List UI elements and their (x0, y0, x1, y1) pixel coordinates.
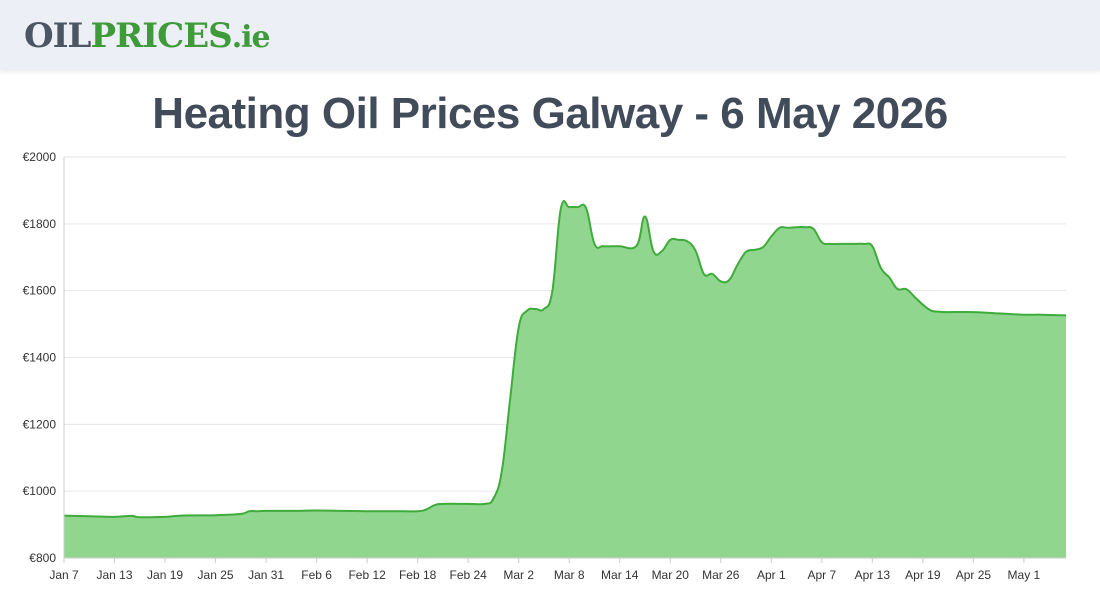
x-tick-label: May 1 (1008, 568, 1041, 582)
x-tick-label: Feb 18 (399, 568, 437, 582)
x-tick-label: Mar 26 (702, 568, 740, 582)
logo-part-tld: .ie (231, 20, 271, 55)
x-tick-label: Jan 13 (97, 568, 133, 582)
x-tick-label: Apr 1 (757, 568, 786, 582)
site-header: OILPRICES.ie (0, 0, 1100, 70)
site-logo[interactable]: OILPRICES.ie (24, 16, 271, 58)
x-tick-label: Feb 12 (348, 568, 386, 582)
x-tick-label: Jan 25 (198, 568, 234, 582)
x-tick-label: Apr 13 (855, 568, 891, 582)
page-title: Heating Oil Prices Galway - 6 May 2026 (152, 89, 948, 138)
x-tick-label: Jan 19 (147, 568, 183, 582)
x-tick-label: Jan 7 (49, 568, 79, 582)
y-tick-label: €1200 (23, 417, 57, 431)
x-tick-label: Apr 25 (956, 568, 992, 582)
y-tick-label: €800 (29, 551, 56, 565)
y-tick-label: €1000 (23, 484, 57, 498)
y-tick-label: €1400 (23, 351, 57, 365)
y-tick-label: €1600 (23, 284, 57, 298)
y-tick-label: €2000 (23, 150, 57, 164)
x-tick-label: Apr 19 (905, 568, 941, 582)
y-axis-ticks: €800 €1000 €1200 €1400 €1600 €1800 €2000 (23, 150, 57, 565)
x-tick-label: Apr 7 (807, 568, 836, 582)
logo-part-oil: OIL (24, 16, 91, 56)
x-tick-label: Jan 31 (248, 568, 284, 582)
price-area (64, 201, 1066, 558)
y-tick-label: €1800 (23, 217, 57, 231)
x-tick-label: Mar 2 (503, 568, 534, 582)
x-tick-label: Feb 6 (301, 568, 332, 582)
axes (63, 157, 1066, 559)
x-tick-label: Feb 24 (449, 568, 487, 582)
x-tick-label: Mar 20 (652, 568, 690, 582)
x-tick-label: Mar 8 (554, 568, 585, 582)
price-line (63, 200, 1067, 519)
x-tick-label: Mar 14 (601, 568, 639, 582)
logo-part-prices: PRICES (90, 16, 232, 56)
x-axis-ticks: Jan 7 Jan 13 Jan 19 Jan 25 Jan 31 Feb 6 Feb 12… (49, 558, 1041, 582)
